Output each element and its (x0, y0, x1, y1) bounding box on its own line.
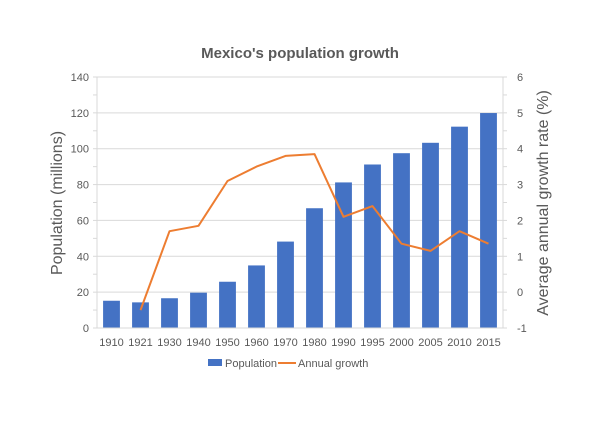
y-left-tick-20: 20 (77, 287, 89, 299)
x-tick-2010: 2010 (447, 337, 471, 349)
y-right-tick-6: 6 (517, 72, 523, 84)
y-left-tick-0: 0 (83, 323, 89, 335)
x-tick-1960: 1960 (244, 337, 268, 349)
y-left-tick-labels: 0 20 40 60 80 100 120 140 (71, 72, 89, 335)
y-right-tick--1: -1 (517, 323, 527, 335)
bar-1940 (190, 292, 207, 328)
bar-1921 (132, 302, 149, 328)
y-left-tick-40: 40 (77, 251, 89, 263)
y2-axis-title: Average annual growth rate (%) (535, 90, 552, 316)
bar-1930 (161, 298, 178, 328)
y-right-tick-5: 5 (517, 108, 523, 120)
x-tick-1970: 1970 (273, 337, 297, 349)
bar-2015 (480, 113, 497, 328)
bar-2005 (422, 142, 439, 328)
x-tick-1930: 1930 (157, 337, 181, 349)
y-right-tick-1: 1 (517, 251, 523, 263)
bar-1980 (306, 208, 323, 328)
legend: Population Annual growth (208, 358, 368, 370)
x-tick-1980: 1980 (302, 337, 326, 349)
y-right-tick-3: 3 (517, 180, 523, 192)
x-tick-2005: 2005 (418, 337, 442, 349)
legend-population-swatch (208, 359, 222, 366)
y-right-tick-4: 4 (517, 144, 523, 156)
x-tick-1921: 1921 (128, 337, 152, 349)
x-tick-2015: 2015 (476, 337, 500, 349)
y-right-tick-2: 2 (517, 215, 523, 227)
bar-1995 (364, 164, 381, 328)
axes (93, 76, 507, 329)
y-left-tick-100: 100 (71, 144, 89, 156)
y-left-tick-120: 120 (71, 108, 89, 120)
x-tick-2000: 2000 (389, 337, 413, 349)
population-bars (103, 113, 497, 328)
y-right-tick-labels: -1 0 1 2 3 4 5 6 (517, 72, 527, 335)
chart-title: Mexico's population growth (201, 45, 399, 62)
bar-1970 (277, 241, 294, 328)
y-axis-title: Population (millions) (49, 131, 66, 275)
bar-2010 (451, 126, 468, 328)
bar-1950 (219, 281, 236, 328)
x-tick-1995: 1995 (360, 337, 384, 349)
growth-line-layer (139, 153, 489, 311)
x-tick-labels: 1910 1921 1930 1940 1950 1960 1970 1980 1990 1995… (99, 337, 500, 349)
x-tick-1910: 1910 (99, 337, 123, 349)
legend-population-label: Population (225, 358, 277, 370)
bar-2000 (393, 153, 410, 328)
y-right-tick-0: 0 (517, 287, 523, 299)
gridlines (97, 76, 503, 293)
bar-1990 (335, 182, 352, 328)
x-tick-1940: 1940 (186, 337, 210, 349)
y-left-tick-60: 60 (77, 215, 89, 227)
bar-1960 (248, 265, 265, 328)
bar-1910 (103, 300, 120, 328)
y-left-tick-140: 140 (71, 72, 89, 84)
legend-annual-growth-label: Annual growth (298, 358, 368, 370)
x-tick-1950: 1950 (215, 337, 239, 349)
y-left-tick-80: 80 (77, 180, 89, 192)
x-tick-1990: 1990 (331, 337, 355, 349)
